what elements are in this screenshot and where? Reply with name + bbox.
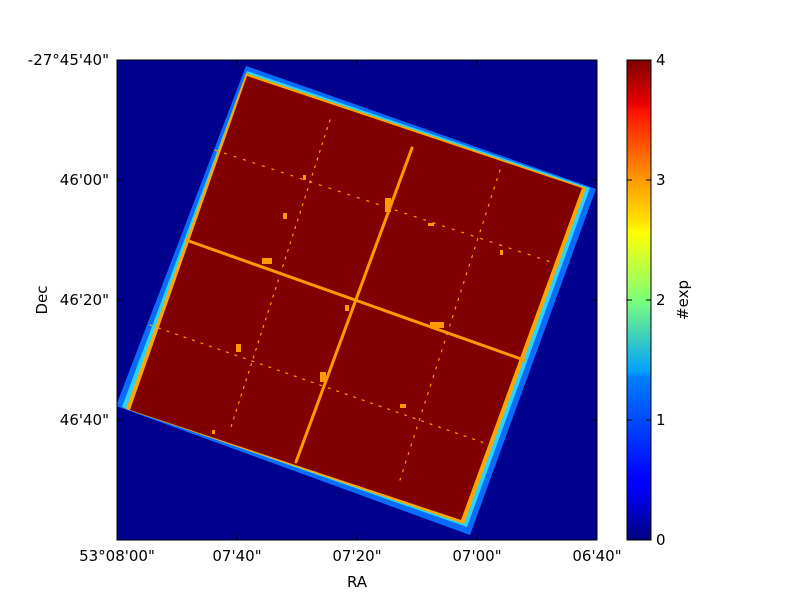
x-tick-label: 53°08'00" [79,547,155,565]
x-tick-label: 07'00" [452,547,501,565]
y-tick-label: -27°45'40" [28,51,109,69]
colorbar-tick-label: 2 [656,291,666,309]
heatmap-plot [116,59,598,541]
colorbar-tick-label: 1 [656,411,666,429]
colorbar-label: #exp [674,280,692,320]
y-tick-label: 46'00" [60,171,109,189]
x-tick-label: 06'40" [572,547,621,565]
colorbar-tick-label: 0 [656,531,666,549]
seam-vertical-2 [229,119,331,431]
x-axis: 53°08'00" 07'40" 07'20" 07'00" 06'40" [79,60,622,565]
seam-horizontal-3 [149,324,491,446]
y-tick-label: 46'40" [60,411,109,429]
colorbar-tick-label: 3 [656,171,666,189]
x-tick-label: 07'40" [212,547,261,565]
y-axis-label: Dec [33,285,51,314]
field-speckles [212,175,503,434]
colorbar-tick-label: 4 [656,51,666,69]
y-axis: -27°45'40" 46'00" 46'20" 46'40" [28,51,597,429]
x-axis-label: RA [347,573,368,591]
colorbar-ticks: 0 1 2 3 4 [627,51,666,549]
seam-vertical-3 [399,169,501,481]
x-tick-label: 07'20" [332,547,381,565]
seam-vertical [294,146,414,464]
colorbar: 0 1 2 3 4 #exp [626,51,692,549]
y-tick-label: 46'20" [60,291,109,309]
